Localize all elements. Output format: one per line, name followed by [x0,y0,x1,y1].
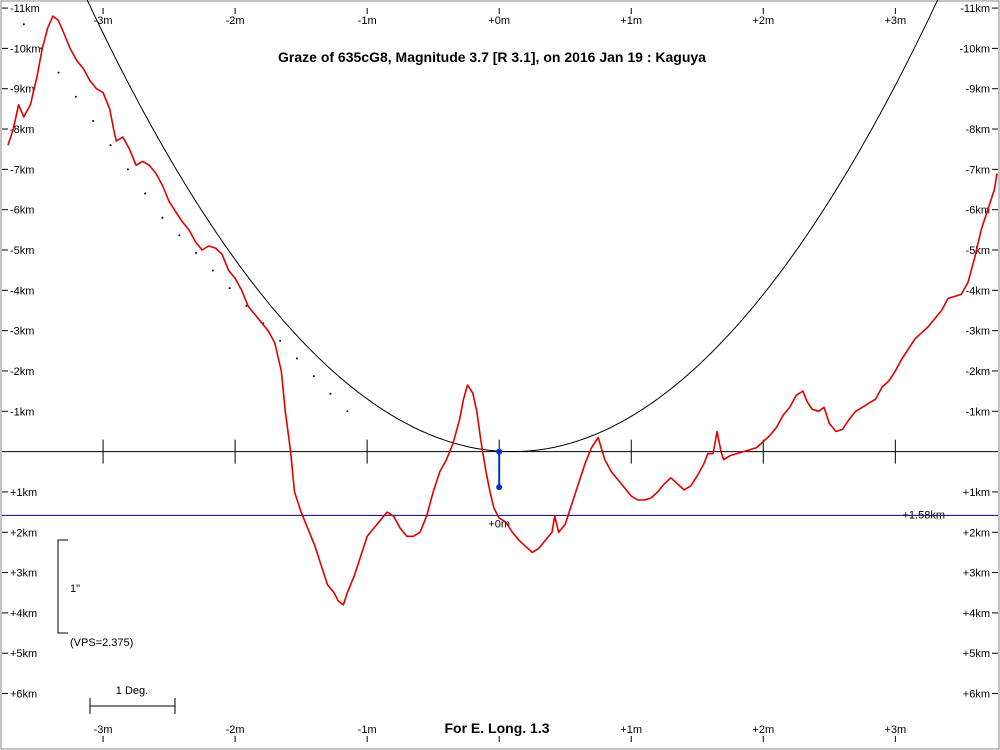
x-tick-label-top: -2m [226,15,245,27]
vps-label: (VPS=2.375) [70,637,133,649]
y-tick-label-left: +1km [10,487,37,499]
x-tick-label-top: +0m [488,15,510,27]
y-tick-label-left: -10km [10,43,41,55]
y-tick-label-left: +6km [10,689,37,701]
x-tick-label-top: -1m [358,15,377,27]
y-tick-label-right: -10km [959,43,990,55]
y-tick-label-right: -1km [966,406,990,418]
y-tick-label-left: +3km [10,568,37,580]
y-tick-label-right: -11km [960,3,990,15]
chart-title: Graze of 635cG8, Magnitude 3.7 [R 3.1], … [278,49,706,65]
x-tick-label-top: +3m [884,15,906,27]
dotted-line-point [126,168,129,171]
dotted-line-point [195,251,198,254]
y-tick-label-left: +4km [10,608,37,620]
y-tick-label-right: +3km [963,568,990,580]
dotted-line-point [346,410,349,413]
y-tick-label-left: -8km [10,124,34,136]
y-tick-label-left: -6km [10,205,34,217]
dotted-line-point [22,23,25,26]
x-tick-label-bottom: -1m [358,724,377,736]
dotted-line-point [161,216,164,219]
dotted-line-point [109,144,112,147]
x-tick-label-top: +1m [620,15,642,27]
x-tick-label-bottom: +3m [884,724,906,736]
graze-marker-top [496,448,503,455]
dotted-line-point [74,95,77,98]
y-tick-label-right: -6km [966,205,990,217]
x-tick-label-top: +2m [752,15,774,27]
y-tick-label-left: +5km [10,648,37,660]
y-tick-label-right: +4km [963,608,990,620]
y-tick-label-right: +6km [963,689,990,701]
y-tick-label-right: +1km [963,487,990,499]
x-tick-label-bottom: -2m [226,724,245,736]
y-tick-label-left: +2km [10,527,37,539]
y-tick-label-right: -7km [966,164,990,176]
tick-labels-group: -3m -3m -2m -2m -1m -1m +0m +1m +1m +2m +2m +3m +3m -… [10,3,990,736]
graze-marker-bottom [496,484,503,491]
dotted-line-point [228,287,231,290]
y-tick-label-left: -2km [10,366,34,378]
y-tick-label-left: -11km [10,3,40,15]
y-tick-label-right: -5km [966,245,990,257]
y-tick-label-left: -7km [10,164,34,176]
y-tick-label-right: +2km [963,527,990,539]
x-tick-label-bottom: +1m [620,724,642,736]
x-tick-label-top: -3m [94,15,113,27]
y-tick-label-right: -8km [966,124,990,136]
dotted-line-point [92,119,95,122]
x-tick-label-bottom: -3m [94,724,113,736]
curves-group [2,0,998,606]
arcsec-scale-label: 1" [70,583,80,595]
y-tick-label-left: -9km [10,84,34,96]
dotted-line-point [144,192,147,195]
footer-longitude: For E. Long. 1.3 [444,720,549,736]
y-tick-label-left: -1km [10,406,34,418]
x-tick-label-bottom: +2m [752,724,774,736]
dotted-line-point [295,357,298,360]
dotted-line-point [178,234,181,237]
lunar-limb-profile [7,15,998,606]
dotted-line-point [329,392,332,395]
y-tick-label-right: -2km [966,366,990,378]
dotted-line-point [211,269,214,272]
dotted-line-point [279,339,282,342]
y-tick-label-left: -5km [10,245,34,257]
y-tick-label-right: +5km [963,648,990,660]
y-tick-label-right: -3km [966,326,990,338]
degree-scale-label: 1 Deg. [116,685,148,697]
y-tick-label-right: -9km [966,84,990,96]
y-tick-label-right: -4km [966,285,990,297]
arcsec-scale-bar [57,539,68,634]
dotted-line-point [57,71,60,74]
y-tick-label-left: -3km [10,326,34,338]
y-tick-label-left: -4km [10,285,34,297]
dotted-line-point [312,375,315,378]
